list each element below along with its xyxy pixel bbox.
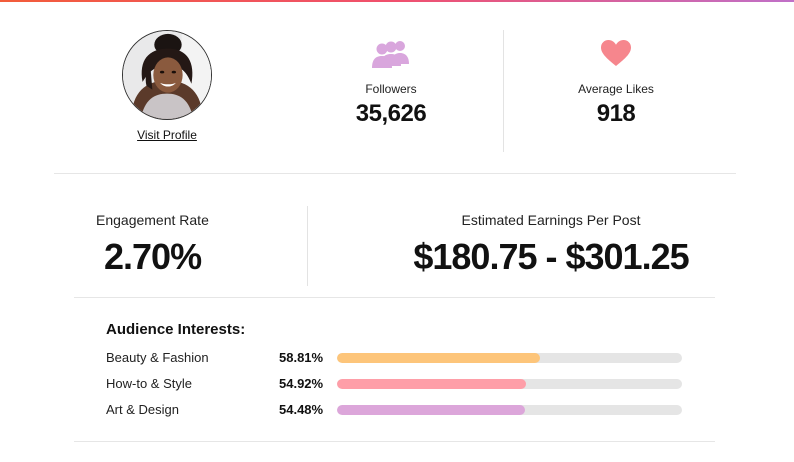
- interest-bar-fill: [337, 353, 540, 363]
- earnings-value: $180.75 - $301.25: [413, 236, 689, 277]
- heart-icon: [541, 36, 691, 70]
- audience-interests-title: Audience Interests:: [106, 321, 246, 338]
- earnings-label: Estimated Earnings Per Post: [461, 212, 641, 228]
- section-divider: [54, 173, 736, 174]
- earnings-block: Estimated Earnings Per Post $180.75 - $3…: [410, 212, 692, 278]
- engagement-rate-value: 2.70%: [104, 236, 202, 277]
- metrics-divider: [307, 206, 308, 286]
- top-accent-bar: [0, 0, 794, 2]
- section-divider: [74, 441, 715, 442]
- interest-name: Art & Design: [106, 402, 179, 417]
- section-divider: [74, 297, 715, 298]
- interest-percent: 54.92%: [279, 376, 324, 391]
- people-icon: [316, 36, 466, 70]
- engagement-rate-label: Engagement Rate: [96, 212, 209, 228]
- interest-name: How-to & Style: [106, 376, 192, 391]
- avatar[interactable]: [122, 30, 212, 120]
- interest-percent: 54.48%: [279, 402, 324, 417]
- average-likes-stat: Average Likes 918: [541, 36, 691, 128]
- engagement-rate-block: Engagement Rate 2.70%: [96, 212, 209, 278]
- interest-row: Beauty & Fashion 58.81%: [106, 349, 686, 367]
- interest-row: Art & Design 54.48%: [106, 401, 686, 419]
- profile-block: Visit Profile: [122, 30, 212, 144]
- interest-percent: 58.81%: [279, 350, 324, 365]
- average-likes-value: 918: [596, 100, 636, 127]
- visit-profile-link[interactable]: Visit Profile: [137, 128, 197, 142]
- interest-bar-track: [337, 353, 682, 363]
- interest-name: Beauty & Fashion: [106, 350, 209, 365]
- interest-bar-fill: [337, 405, 525, 415]
- average-likes-label: Average Likes: [578, 82, 654, 96]
- interest-row: How-to & Style 54.92%: [106, 375, 686, 393]
- interest-bar-track: [337, 405, 682, 415]
- interest-bar-fill: [337, 379, 527, 389]
- stats-divider: [503, 30, 504, 152]
- followers-value: 35,626: [355, 100, 427, 127]
- interest-bar-track: [337, 379, 682, 389]
- followers-stat: Followers 35,626: [316, 36, 466, 128]
- followers-label: Followers: [365, 82, 417, 96]
